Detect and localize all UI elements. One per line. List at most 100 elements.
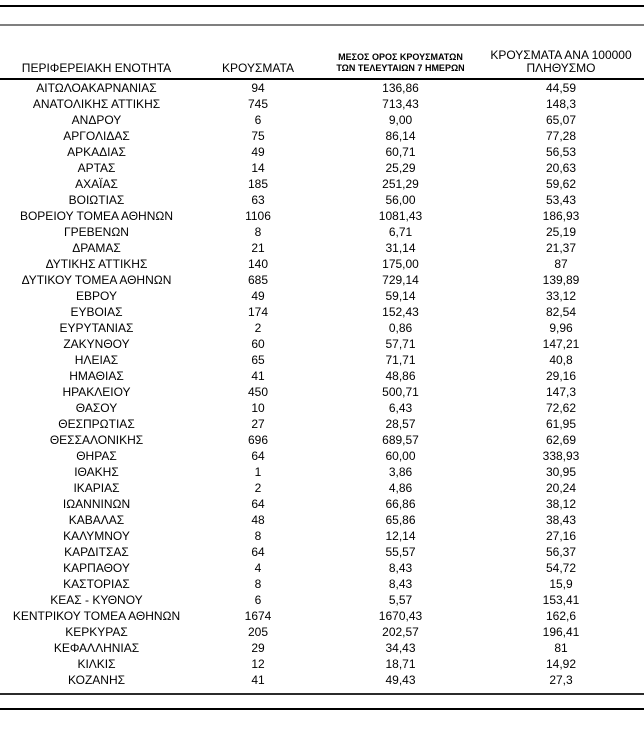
cases-cell: 140 [247,257,269,271]
region-cell: ΘΕΣΠΡΩΤΙΑΣ [58,417,135,431]
avg7-cell: 65,86 [385,513,416,527]
cases-cell: 1674 [244,609,272,623]
region-cell: ΑΝΔΡΟΥ [71,113,122,127]
column-header-regional-unit-label: ΠΕΡΙΦΕΡΕΙΑΚΗ ΕΝΟΤΗΤΑ [21,61,172,75]
region-cell: ΔΥΤΙΚΗΣ ΑΤΤΙΚΗΣ [45,257,148,271]
per100k-cell: 147,21 [542,337,580,351]
region-cell: ΑΙΤΩΛΟΑΚΑΡΝΑΝΙΑΣ [36,81,157,95]
table-row: ΘΗΡΑΣ 64 60,00 338,93 [0,448,644,464]
per100k-cell: 38,43 [545,513,577,527]
avg7-cell: 1670,43 [378,609,423,623]
avg7-cell: 18,71 [385,657,416,671]
per100k-cell: 59,62 [545,177,577,191]
cases-cell: 21 [251,241,265,255]
cases-cell: 6 [254,593,262,607]
table-row: ΖΑΚΥΝΘΟΥ 60 57,71 147,21 [0,336,644,352]
cases-cell: 1 [254,465,262,479]
region-cell: ΑΡΚΑΔΙΑΣ [67,145,126,159]
column-header-cases-per-100000-line2: ΠΛΗΘΥΣΜΟ [526,61,596,75]
avg7-cell: 3,86 [388,465,413,479]
table-header: ΠΕΡΙΦΕΡΕΙΑΚΗ ΕΝΟΤΗΤΑ ΚΡΟΥΣΜΑΤΑ ΜΕΣΟΣ ΟΡΟ… [0,26,644,80]
cases-cell: 65 [251,353,265,367]
per100k-cell: 44,59 [545,81,577,95]
per100k-cell: 65,07 [545,113,577,127]
per100k-cell: 87 [554,257,568,271]
region-cell: ΘΕΣΣΑΛΟΝΙΚΗΣ [49,433,144,447]
table-row: ΘΕΣΣΑΛΟΝΙΚΗΣ 696 689,57 62,69 [0,432,644,448]
cases-cell: 63 [251,193,265,207]
top-rule-primary [0,5,644,7]
table-row: ΚΑΡΔΙΤΣΑΣ 64 55,57 56,37 [0,544,644,560]
region-cell: ΙΩΑΝΝΙΝΩΝ [62,497,131,511]
cases-cell: 450 [247,385,269,399]
region-cell: ΚΑΣΤΟΡΙΑΣ [63,577,130,591]
avg7-cell: 136,86 [382,81,419,95]
per100k-cell: 72,62 [545,401,577,415]
report-page: ΠΕΡΙΦΕΡΕΙΑΚΗ ΕΝΟΤΗΤΑ ΚΡΟΥΣΜΑΤΑ ΜΕΣΟΣ ΟΡΟ… [0,5,644,741]
table-row: ΑΝΑΤΟΛΙΚΗΣ ΑΤΤΙΚΗΣ 745 713,43 148,3 [0,96,644,112]
avg7-cell: 4,86 [388,481,413,495]
per100k-cell: 27,3 [549,673,573,687]
avg7-cell: 729,14 [382,273,419,287]
region-cell: ΒΟΙΩΤΙΑΣ [68,193,125,207]
per100k-cell: 25,19 [545,225,577,239]
column-header-cases: ΚΡΟΥΣΜΑΤΑ [193,26,323,80]
column-header-avg-7-days-line1: ΜΕΣΟΣ ΟΡΟΣ ΚΡΟΥΣΜΑΤΩΝ [338,52,463,62]
avg7-cell: 55,57 [385,545,416,559]
per100k-cell: 27,16 [545,529,577,543]
cases-cell: 64 [251,545,265,559]
per100k-cell: 54,72 [545,561,577,575]
table-row: ΕΥΒΟΙΑΣ 174 152,43 82,54 [0,304,644,320]
region-cell: ΚΕΑΣ - ΚΥΘΝΟΥ [50,593,143,607]
per100k-cell: 53,43 [545,193,577,207]
per100k-cell: 186,93 [542,209,580,223]
per100k-cell: 338,93 [542,449,580,463]
avg7-cell: 60,71 [385,145,416,159]
table-row: ΔΥΤΙΚΗΣ ΑΤΤΙΚΗΣ 140 175,00 87 [0,256,644,272]
region-cell: ΚΟΖΑΝΗΣ [67,673,126,687]
cases-cell: 2 [254,481,262,495]
avg7-cell: 12,14 [385,529,416,543]
region-cell: ΑΧΑΪΑΣ [75,177,118,191]
per100k-cell: 15,9 [549,577,573,591]
cases-cell: 696 [247,433,269,447]
per100k-cell: 62,69 [545,433,577,447]
per100k-cell: 162,6 [545,609,577,623]
table-row: ΚΕΦΑΛΛΗΝΙΑΣ 29 34,43 81 [0,640,644,656]
per100k-cell: 82,54 [545,305,577,319]
table-row: ΙΘΑΚΗΣ 1 3,86 30,95 [0,464,644,480]
avg7-cell: 251,29 [382,177,419,191]
table-row: ΙΩΑΝΝΙΝΩΝ 64 66,86 38,12 [0,496,644,512]
table-row: ΚΑΛΥΜΝΟΥ 8 12,14 27,16 [0,528,644,544]
cases-cell: 745 [247,97,269,111]
column-header-cases-per-100000: ΚΡΟΥΣΜΑΤΑ ΑΝΑ 100000 ΠΛΗΘΥΣΜΟ [478,26,644,80]
region-cell: ΚΕΦΑΛΛΗΝΙΑΣ [53,641,140,655]
table-row: ΒΟΡΕΙΟΥ ΤΟΜΕΑ ΑΘΗΝΩΝ 1106 1081,43 186,93 [0,208,644,224]
avg7-cell: 60,00 [385,449,416,463]
table-row: ΚΕΡΚΥΡΑΣ 205 202,57 196,41 [0,624,644,640]
avg7-cell: 713,43 [382,97,419,111]
avg7-cell: 689,57 [382,433,419,447]
cases-cell: 8 [254,577,262,591]
table-row: ΑΝΔΡΟΥ 6 9,00 65,07 [0,112,644,128]
table-row: ΚΕΑΣ - ΚΥΘΝΟΥ 6 5,57 153,41 [0,592,644,608]
per100k-cell: 20,63 [545,161,577,175]
per100k-cell: 21,37 [545,241,577,255]
per100k-cell: 20,24 [545,481,577,495]
cases-cell: 27 [251,417,265,431]
region-cell: ΘΑΣΟΥ [75,401,118,415]
avg7-cell: 49,43 [385,673,416,687]
avg7-cell: 9,00 [388,113,413,127]
per100k-cell: 29,16 [545,369,577,383]
cases-cell: 2 [254,321,262,335]
avg7-cell: 25,29 [385,161,416,175]
avg7-cell: 1081,43 [378,209,423,223]
cases-cell: 6 [254,113,262,127]
per100k-cell: 196,41 [542,625,580,639]
avg7-cell: 59,14 [385,289,416,303]
cases-cell: 4 [254,561,262,575]
bottom-rule-primary [0,693,644,695]
avg7-cell: 31,14 [385,241,416,255]
cases-cell: 49 [251,289,265,303]
table-row: ΑΡΚΑΔΙΑΣ 49 60,71 56,53 [0,144,644,160]
